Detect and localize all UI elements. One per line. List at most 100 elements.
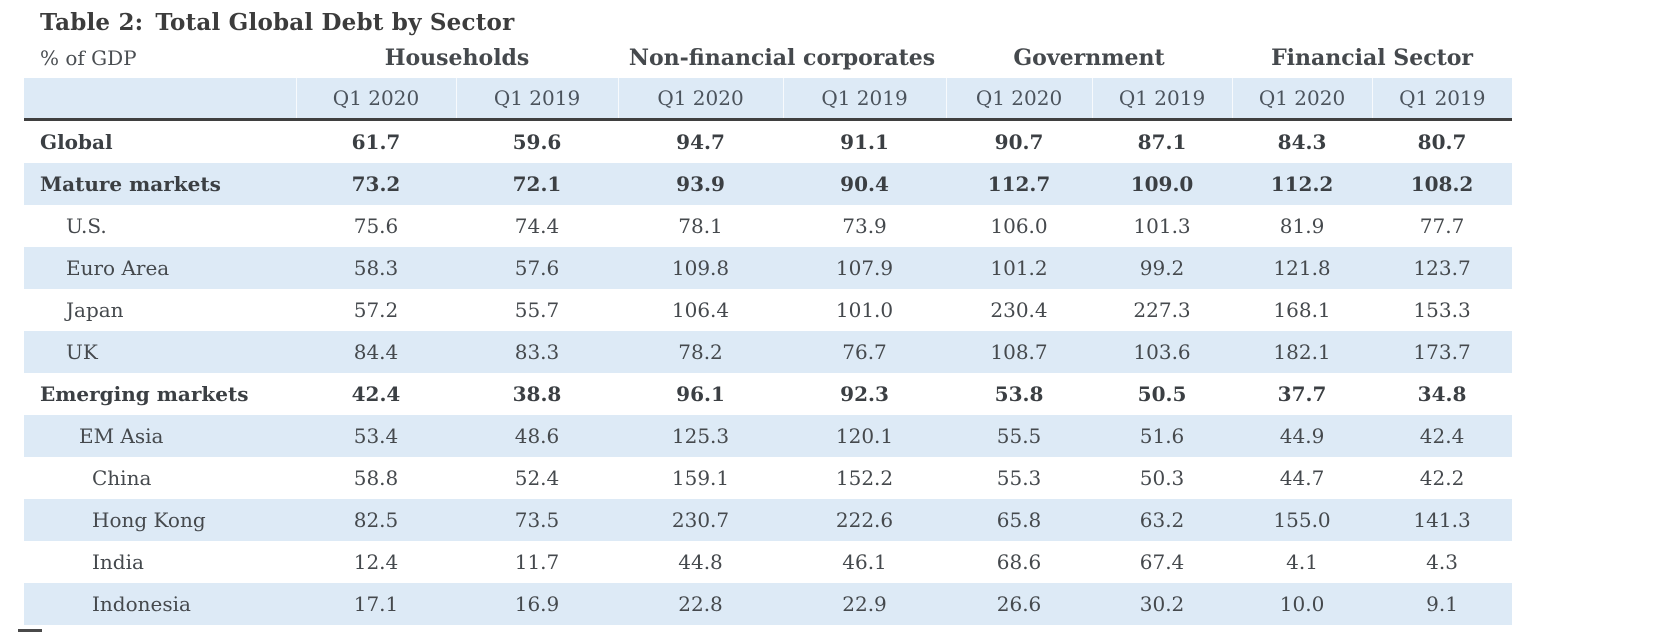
value-cell: 90.7	[994, 130, 1044, 154]
value-cell: 155.0	[1232, 499, 1373, 541]
row-label: India	[92, 550, 144, 574]
row-label: U.S.	[66, 214, 107, 238]
period-header-cell: Q1 2019	[782, 78, 947, 121]
value-cell: 109.0	[1092, 163, 1233, 205]
value-cell: 152.2	[835, 466, 894, 490]
value-cell: 108.2	[1372, 163, 1513, 205]
value-cell: 101.0	[835, 298, 894, 322]
value-cell: 58.3	[296, 247, 456, 289]
value-cell: 80.7	[1417, 130, 1467, 154]
value-cell: 227.3	[1133, 298, 1191, 322]
value-cell: 44.8	[678, 550, 723, 574]
period-subheader-row: Q1 2020 Q1 2019 Q1 2020 Q1 2019 Q1 2020 Q1 20…	[24, 78, 1513, 121]
value-cell: 77.7	[1419, 214, 1465, 238]
row-label: UK	[24, 331, 296, 373]
value-cell: 52.4	[514, 466, 560, 490]
value-cell: 222.6	[783, 499, 947, 541]
value-cell: 37.7	[1277, 382, 1327, 406]
value-cell: 106.4	[671, 298, 730, 322]
unit-label: % of GDP	[40, 46, 137, 70]
value-cell: 112.7	[946, 163, 1093, 205]
value-cell: 9.1	[1372, 583, 1513, 625]
value-cell: 120.1	[783, 415, 947, 457]
value-cell: 4.1	[1286, 550, 1318, 574]
value-cell: 92.3	[840, 382, 889, 406]
value-cell: 61.7	[351, 130, 401, 154]
value-cell: 57.2	[353, 298, 399, 322]
value-cell: 55.3	[996, 466, 1042, 490]
value-cell: 173.7	[1372, 331, 1513, 373]
value-cell: 90.4	[783, 163, 947, 205]
value-cell: 81.9	[1279, 214, 1325, 238]
value-cell: 121.8	[1232, 247, 1373, 289]
value-cell: 159.1	[671, 466, 730, 490]
value-cell: 22.8	[618, 583, 784, 625]
value-cell: 51.6	[1092, 415, 1233, 457]
value-cell: 10.0	[1232, 583, 1373, 625]
value-cell: 17.1	[296, 583, 456, 625]
value-cell: 106.0	[990, 214, 1048, 238]
table-row: Mature markets 73.2 72.1 93.9 90.4 112.7 109.0…	[24, 163, 1513, 205]
value-cell: 4.3	[1426, 550, 1458, 574]
value-cell: 38.8	[512, 382, 562, 406]
value-cell: 99.2	[1092, 247, 1233, 289]
table-row: India 12.4 11.7 44.8 46.1 68.6 67.4 4.1 4.3	[24, 541, 1512, 583]
value-cell: 230.4	[990, 298, 1048, 322]
value-cell: 78.2	[618, 331, 784, 373]
value-cell: 16.9	[456, 583, 619, 625]
table-row: Global 61.7 59.6 94.7 91.1 90.7 87.1 84.3 80.7	[24, 120, 1512, 164]
value-cell: 76.7	[783, 331, 947, 373]
period-header-cell: Q1 2020	[617, 78, 784, 121]
value-cell: 53.4	[296, 415, 456, 457]
table-row: Euro Area 58.3 57.6 109.8 107.9 101.2 99.2 121.…	[24, 247, 1513, 289]
value-cell: 12.4	[353, 550, 399, 574]
debt-table-container: Table 2: Total Global Debt by Sector % of…	[24, 0, 1676, 625]
value-cell: 107.9	[783, 247, 947, 289]
row-label: Mature markets	[24, 163, 296, 205]
table-title-text: Total Global Debt by Sector	[155, 9, 515, 36]
row-label: Indonesia	[24, 583, 296, 625]
period-header-cell: Q1 2020	[1231, 78, 1373, 121]
table-row: Japan 57.2 55.7 106.4 101.0 230.4 227.3 168.1 15…	[24, 289, 1512, 331]
period-header-cell: Q1 2020	[945, 78, 1093, 121]
value-cell: 73.2	[296, 163, 456, 205]
row-label: China	[92, 466, 152, 490]
value-cell: 74.4	[514, 214, 560, 238]
value-cell: 42.2	[1419, 466, 1465, 490]
value-cell: 101.3	[1133, 214, 1191, 238]
row-label: Japan	[66, 298, 124, 322]
value-cell: 58.8	[353, 466, 399, 490]
value-cell: 55.5	[946, 415, 1093, 457]
value-cell: 230.7	[618, 499, 784, 541]
value-cell: 83.3	[456, 331, 619, 373]
table-row: China 58.8 52.4 159.1 152.2 55.3 50.3 44.7 42.2	[24, 457, 1512, 499]
value-cell: 101.2	[946, 247, 1093, 289]
value-cell: 112.2	[1232, 163, 1373, 205]
value-cell: 67.4	[1139, 550, 1185, 574]
value-cell: 82.5	[296, 499, 456, 541]
value-cell: 53.8	[994, 382, 1044, 406]
value-cell: 75.6	[353, 214, 399, 238]
value-cell: 30.2	[1092, 583, 1233, 625]
row-label: Euro Area	[24, 247, 296, 289]
value-cell: 103.6	[1092, 331, 1233, 373]
table-row: Hong Kong 82.5 73.5 230.7 222.6 65.8 63.2 155.0…	[24, 499, 1513, 541]
table-row: EM Asia 53.4 48.6 125.3 120.1 55.5 51.6 44.9 42.…	[24, 415, 1513, 457]
value-cell: 84.4	[296, 331, 456, 373]
row-label: Hong Kong	[24, 499, 296, 541]
value-cell: 182.1	[1232, 331, 1373, 373]
value-cell: 108.7	[946, 331, 1093, 373]
period-header-cell: Q1 2019	[1091, 78, 1233, 121]
value-cell: 73.5	[456, 499, 619, 541]
value-cell: 48.6	[456, 415, 619, 457]
period-header-cell: Q1 2019	[1371, 78, 1513, 121]
value-cell: 141.3	[1372, 499, 1513, 541]
value-cell: 46.1	[842, 550, 887, 574]
table-bottom-border-fragment	[18, 629, 42, 632]
value-cell: 87.1	[1137, 130, 1187, 154]
value-cell: 73.9	[842, 214, 887, 238]
value-cell: 96.1	[676, 382, 725, 406]
table-row: UK 84.4 83.3 78.2 76.7 108.7 103.6 182.1 173.7	[24, 331, 1513, 373]
value-cell: 59.6	[512, 130, 562, 154]
value-cell: 42.4	[351, 382, 401, 406]
